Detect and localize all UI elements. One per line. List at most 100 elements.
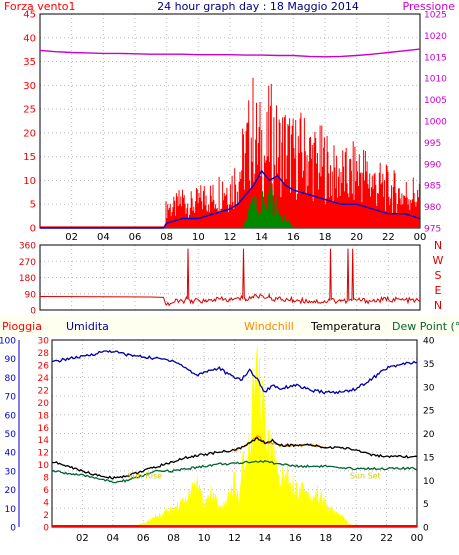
y-tick-rain: 12 [38,449,49,459]
x-tick-label: 12 [224,232,237,243]
y-tick-humidity: 90 [5,355,17,365]
y-tick-rain: 6 [43,486,49,496]
wind-axis-label: Forza vento1 [4,0,76,13]
pressure-axis-label: Pressione [403,0,456,13]
legend-humidity: Umidita [66,320,109,333]
y-tick-humidity: 60 [5,411,17,421]
x-tick-label: 18 [319,533,332,544]
y-tick-rain: 22 [38,386,49,396]
sunrise-label: Sun Rise [127,472,162,481]
y-tick-rain: 4 [43,499,49,509]
compass-label: N [434,239,442,252]
x-tick-label: 12 [228,533,241,544]
wind-pressure-panel: 0510152025303540459759809859909951000100… [4,0,455,243]
x-tick-label: 20 [350,533,363,544]
y-tick-temperature: 20 [423,430,435,440]
legend-band [0,316,459,336]
x-tick-label: 18 [319,232,332,243]
y-tick-humidity: 40 [5,449,17,459]
x-tick-label: 08 [160,232,173,243]
y-tick-humidity: 20 [5,486,17,496]
windchill-line [234,435,327,452]
y-tick-temperature: 5 [423,500,429,510]
sunset-label: Sun Set [350,472,381,481]
x-tick-label: 04 [106,533,119,544]
y-tick-left: 0 [30,307,36,317]
y-tick-rain: 2 [43,511,49,521]
x-tick-label: 06 [137,533,150,544]
y-tick-rain: 14 [38,436,50,446]
x-tick-label: 02 [76,533,89,544]
y-tick-humidity: 30 [5,467,17,477]
y-tick-right: 1000 [424,118,447,128]
wind-direction-line [39,248,421,307]
y-tick-rain: 26 [38,361,50,371]
y-tick-temperature: 0 [423,524,429,534]
y-tick-left: 20 [23,128,36,139]
y-tick-left: 25 [23,105,36,116]
y-tick-rain: 24 [38,374,50,384]
y-tick-left: 30 [23,81,36,92]
y-tick-left: 45 [23,10,36,21]
legend-rain: Pioggia [2,320,42,333]
y-tick-humidity: 100 [0,337,16,347]
y-tick-rain: 18 [38,411,50,421]
y-tick-humidity: 80 [5,374,17,384]
x-tick-label: 22 [382,232,395,243]
y-tick-temperature: 35 [423,360,434,370]
y-tick-rain: 30 [38,337,50,347]
y-tick-left: 40 [23,33,36,44]
y-tick-right: 1025 [424,11,447,21]
y-tick-right: 1010 [424,75,447,85]
x-tick-label: 10 [198,533,211,544]
y-tick-right: 1005 [424,96,447,106]
y-tick-rain: 28 [38,349,50,359]
humidity-line [51,349,418,395]
humidity-temperature-panel: 0102030405060708090100024681012141618202… [0,316,459,544]
y-tick-left: 360 [19,242,36,252]
x-tick-label: 16 [289,533,302,544]
y-tick-right: 985 [424,182,441,192]
y-tick-right: 980 [424,203,441,213]
y-tick-rain: 16 [38,424,50,434]
compass-label: E [435,284,442,297]
y-tick-right: 1015 [424,53,447,63]
legend-windchill: Windchill [244,320,294,333]
y-tick-right: 975 [424,225,441,235]
compass-label: S [435,269,442,282]
y-tick-right: 990 [424,160,441,170]
y-tick-rain: 20 [38,399,50,409]
x-tick-label: 14 [259,533,272,544]
x-tick-label: 04 [97,232,110,243]
y-tick-humidity: 0 [10,524,16,534]
y-tick-temperature: 40 [423,337,435,347]
wind-average-line [40,169,421,229]
y-tick-left: 270 [19,258,36,268]
pressure-line [39,48,421,58]
x-tick-label: 00 [414,232,427,243]
legend-dewpoint: Dew Point (°C [392,320,459,333]
y-tick-temperature: 10 [423,477,435,487]
x-tick-label: 22 [380,533,393,544]
y-tick-left: 15 [23,152,36,163]
plot-frame [39,244,421,311]
y-tick-right: 1020 [424,32,447,42]
y-tick-humidity: 50 [5,430,17,440]
x-tick-label: 20 [350,232,363,243]
y-tick-left: 5 [30,200,36,211]
x-tick-label: 16 [287,232,300,243]
y-tick-rain: 0 [43,524,49,534]
solar-radiation-area [127,346,358,528]
x-tick-label: 10 [192,232,205,243]
y-tick-left: 35 [23,57,36,68]
y-tick-humidity: 70 [5,393,17,403]
y-tick-left: 10 [23,176,36,187]
y-tick-temperature: 30 [423,383,435,393]
y-tick-temperature: 15 [423,453,434,463]
y-tick-left: 0 [30,224,36,235]
x-tick-label: 06 [129,232,142,243]
y-tick-right: 995 [424,139,441,149]
y-tick-left: 180 [19,274,36,284]
y-tick-temperature: 25 [423,407,434,417]
y-tick-rain: 8 [43,474,49,484]
